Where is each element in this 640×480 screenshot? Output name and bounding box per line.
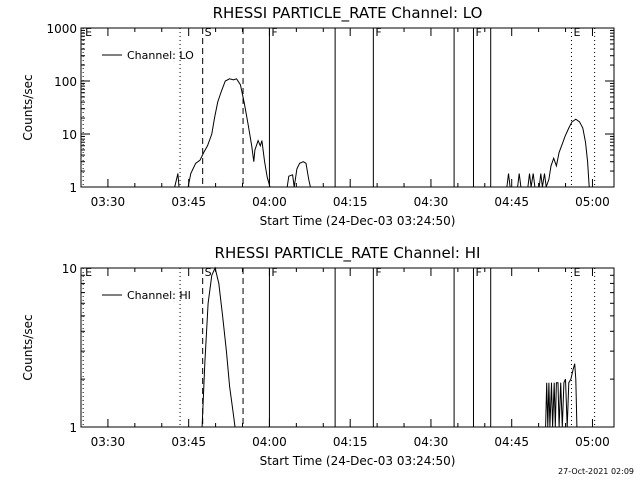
chart2-xtick-label: 05:00 [575, 435, 610, 449]
chart2-marker-label: F [375, 266, 381, 279]
chart1-xtick-label: 03:30 [91, 195, 126, 209]
chart2-ytick-label: 1 [69, 421, 77, 435]
chart1-axes-frame [80, 27, 615, 188]
timestamp-label: 27-Oct-2021 02:09 [558, 467, 634, 476]
chart1-legend-entry: Channel: LO [127, 49, 194, 62]
chart2-marker-label: E [573, 266, 580, 279]
chart1-ytick-label: 100 [54, 75, 77, 89]
chart2-xtick-label: 04:45 [494, 435, 529, 449]
chart2-ytick-label: 10 [62, 262, 77, 276]
chart1-title: RHESSI PARTICLE_RATE Channel: LO [213, 4, 483, 23]
chart2-xlabel: Start Time (24-Dec-03 03:24:50) [260, 454, 456, 468]
chart2-xtick-label: 04:15 [333, 435, 368, 449]
chart1-ytick-label: 1000 [46, 22, 77, 36]
chart2-series-line-1 [201, 266, 236, 428]
chart1-marker-label: E [573, 26, 580, 39]
chart2-title: RHESSI PARTICLE_RATE Channel: HI [215, 244, 481, 263]
chart1-xlabel: Start Time (24-Dec-03 03:24:50) [260, 214, 456, 228]
chart2-xtick-label: 03:45 [171, 435, 206, 449]
chart1-marker-label: E [85, 26, 92, 39]
chart2-ylabel: Counts/sec [21, 314, 35, 380]
chart1-xtick-label: 03:45 [171, 195, 206, 209]
chart2-xtick-label: 03:30 [91, 435, 126, 449]
chart1-xtick-label: 05:00 [575, 195, 610, 209]
chart2-xtick-label: 04:00 [252, 435, 287, 449]
chart1-xtick-label: 04:30 [414, 195, 449, 209]
chart1-marker-label: F [375, 26, 381, 39]
chart2-legend-entry: Channel: HI [127, 289, 191, 302]
chart2-axes-frame [80, 267, 615, 428]
chart2-marker-label: E [85, 266, 92, 279]
chart1-ytick-label: 1 [69, 181, 77, 195]
chart1-xtick-label: 04:45 [494, 195, 529, 209]
chart1-marker-label: F [271, 26, 277, 39]
chart1-xtick-label: 04:00 [252, 195, 287, 209]
chart1-marker-label: S [205, 26, 212, 39]
chart2-xtick-label: 04:30 [414, 435, 449, 449]
chart1-series-line-1 [174, 78, 311, 188]
chart2-marker-label: S [205, 266, 212, 279]
chart1-marker-label: F [475, 26, 481, 39]
chart1-series-line-2 [506, 118, 590, 188]
chart2-marker-label: F [475, 266, 481, 279]
chart1-xtick-label: 04:15 [333, 195, 368, 209]
chart2-group: RHESSI PARTICLE_RATE Channel: HI Start Ti… [21, 244, 615, 468]
chart2-marker-label: F [271, 266, 277, 279]
chart1-group: RHESSI PARTICLE_RATE Channel: LO Start Ti… [21, 4, 615, 228]
chart1-ylabel: Counts/sec [21, 74, 35, 140]
chart1-ytick-label: 10 [62, 128, 77, 142]
chart2-series-line-2 [545, 363, 578, 428]
